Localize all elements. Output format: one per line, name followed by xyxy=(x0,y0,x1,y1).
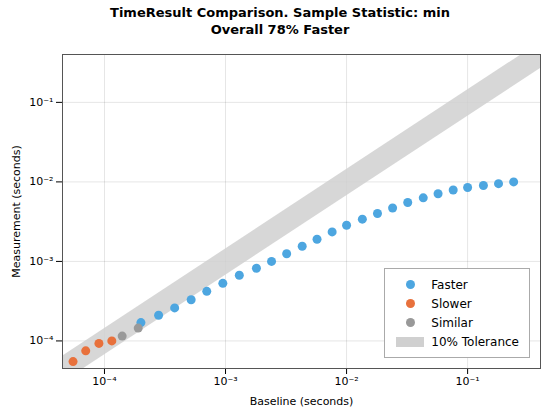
svg-text:10⁻¹: 10⁻¹ xyxy=(456,375,480,388)
svg-text:10⁻⁴: 10⁻⁴ xyxy=(29,334,54,347)
svg-text:Baseline (seconds): Baseline (seconds) xyxy=(250,395,354,408)
html-text:Similar: Similar xyxy=(431,315,473,330)
html-text:10% Tolerance: 10% Tolerance xyxy=(431,334,519,349)
svg-text:10⁻²: 10⁻² xyxy=(29,175,53,188)
svg-text:10⁻³: 10⁻³ xyxy=(213,375,237,388)
html-text:Faster: Faster xyxy=(431,277,468,292)
html-text:TimeResult Comparison. Sample: TimeResult Comparison. Sample Statistic:… xyxy=(110,5,450,20)
svg-text:Measurement (seconds): Measurement (seconds) xyxy=(10,145,23,278)
html-text:Slower: Slower xyxy=(431,296,472,311)
svg-text:10⁻⁴: 10⁻⁴ xyxy=(92,375,117,388)
svg-text:10⁻²: 10⁻² xyxy=(334,375,358,388)
html-text:Overall 78% Faster: Overall 78% Faster xyxy=(210,22,350,37)
svg-text:10⁻³: 10⁻³ xyxy=(29,255,53,268)
svg-text:10⁻¹: 10⁻¹ xyxy=(29,96,53,109)
